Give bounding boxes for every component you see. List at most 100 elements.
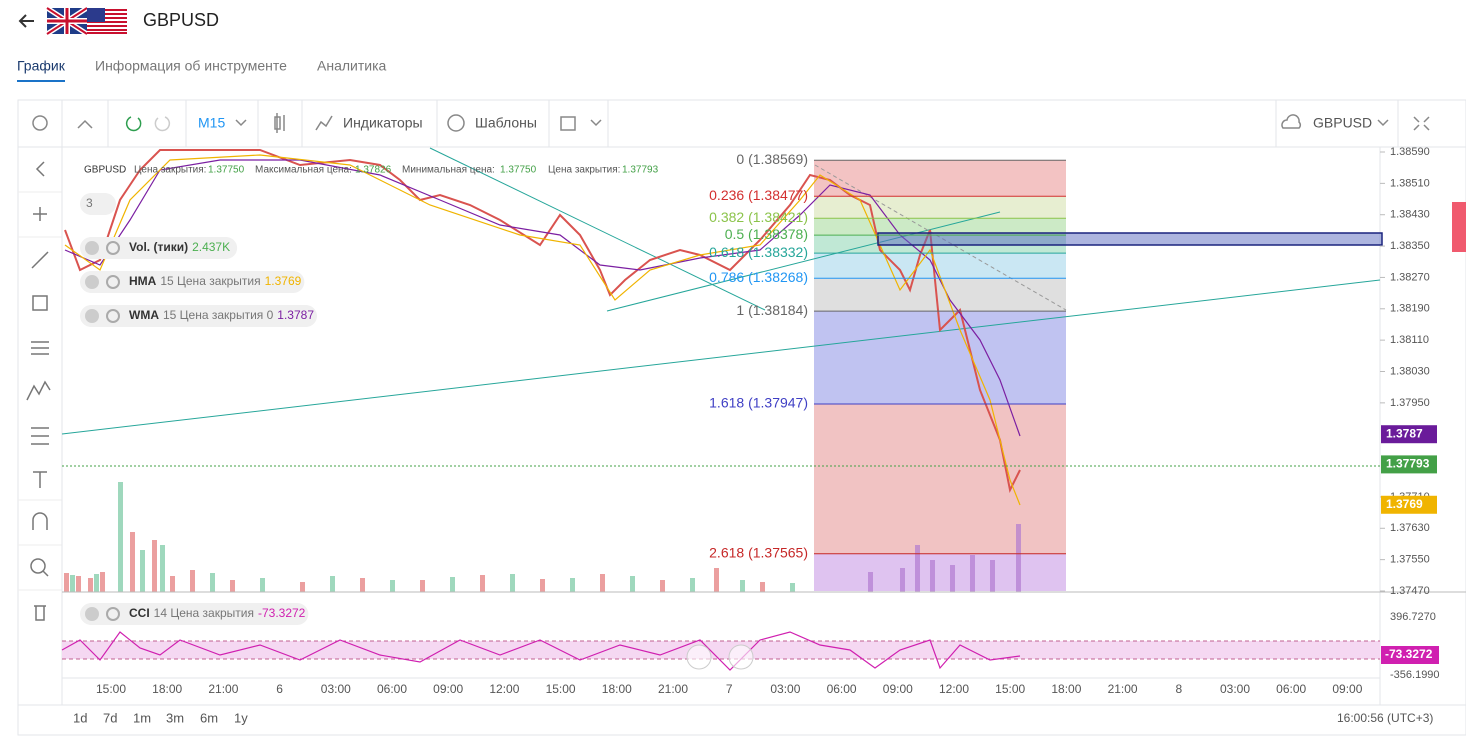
price-tick-label: 1.38590	[1390, 146, 1430, 158]
cci-band	[62, 641, 1380, 659]
chart-frame	[17, 99, 1466, 736]
badge-bg	[80, 193, 116, 215]
fib-label: 0 (1.38569)	[736, 151, 808, 167]
cci-axis-label: -356.1990	[1390, 669, 1440, 681]
fib-diagonal	[814, 164, 1067, 311]
hma-line	[64, 154, 1021, 506]
range-button[interactable]: 1y	[234, 710, 248, 725]
range-button[interactable]: 6m	[200, 710, 218, 725]
indicator-value: 1.3769	[265, 274, 302, 288]
price-marker	[1381, 455, 1437, 474]
price-marker	[1381, 495, 1437, 514]
range-button[interactable]: 1d	[73, 710, 87, 725]
fib-label: 1 (1.38184)	[736, 302, 808, 318]
legend-value: 1.37750	[500, 165, 537, 176]
pill-text: Vol. (тики) 2.437K	[129, 240, 230, 254]
fib-band	[814, 253, 1066, 279]
indicator-name: CCI	[129, 606, 150, 620]
cci-axis-label: 396.7270	[1390, 611, 1436, 623]
settings-icon[interactable]	[106, 275, 120, 289]
time-label: 03:00	[770, 682, 800, 696]
remove-icon[interactable]	[85, 309, 99, 323]
side-tools[interactable]	[26, 161, 51, 621]
clock: 16:00:56 (UTC+3)	[1337, 711, 1433, 725]
pill-text: CCI 14 Цена закрытия -73.3272	[129, 606, 306, 620]
legend-value: 1.37826	[355, 165, 392, 176]
time-label: 18:00	[1051, 682, 1081, 696]
back-arrow[interactable]	[18, 14, 34, 28]
side-handle[interactable]	[1452, 202, 1466, 252]
indicators-button[interactable]: Индикаторы	[343, 115, 423, 131]
header-title: GBPUSD	[143, 10, 219, 30]
timeframe[interactable]: M15	[198, 115, 225, 131]
indicator-value: 2.437K	[192, 240, 230, 254]
indicator-pill: Vol. (тики) 2.437K	[80, 237, 238, 259]
tab[interactable]: Аналитика	[317, 58, 387, 74]
fib-band	[814, 278, 1066, 312]
indicator-value: -73.3272	[258, 606, 306, 620]
legend-label: Максимальная цена:	[255, 165, 352, 176]
indicator-pill: HMA 15 Цена закрытия 1.3769	[80, 271, 305, 293]
time-label: 06:00	[1276, 682, 1306, 696]
indicator-pill: WMA 15 Цена закрытия 0 1.3787	[80, 305, 317, 327]
legend-symbol: GBPUSD	[84, 165, 126, 176]
trend-line	[429, 147, 766, 311]
time-label: 15:00	[995, 682, 1025, 696]
price-tick-label: 1.37470	[1390, 585, 1430, 597]
zoom-in[interactable]	[728, 644, 754, 670]
zone-rectangle	[877, 232, 1383, 246]
tab[interactable]: Информация об инструменте	[95, 58, 287, 74]
fib-band	[814, 160, 1066, 197]
time-label: 12:00	[939, 682, 969, 696]
toolbar-icons[interactable]	[32, 113, 1430, 133]
indicator-name: WMA	[129, 308, 159, 322]
symbol-select[interactable]: GBPUSD	[1313, 115, 1372, 131]
settings-icon[interactable]	[106, 309, 120, 323]
zoom-out[interactable]	[686, 644, 712, 670]
time-label: 06:00	[827, 682, 857, 696]
price-tick-label: 1.38430	[1390, 209, 1430, 221]
time-label: 06:00	[377, 682, 407, 696]
legend-label: Цена закрытия:	[134, 165, 206, 176]
fib-label: 0.618 (1.38332)	[709, 244, 808, 260]
remove-icon[interactable]	[85, 241, 99, 255]
cci-line	[61, 631, 1021, 671]
remove-icon[interactable]	[85, 275, 99, 289]
toolbar-dividers	[61, 100, 1399, 147]
cci-marker	[1381, 646, 1439, 664]
time-label: 09:00	[1332, 682, 1362, 696]
time-label: 09:00	[433, 682, 463, 696]
pill-bg	[80, 305, 317, 327]
price-marker-label: 1.37793	[1386, 457, 1430, 471]
price-marker-label: 1.3769	[1386, 497, 1423, 511]
time-label: 18:00	[602, 682, 632, 696]
remove-icon[interactable]	[85, 607, 99, 621]
time-label: 03:00	[321, 682, 351, 696]
legend-value: 1.37793	[622, 165, 659, 176]
time-label: 15:00	[546, 682, 576, 696]
time-label: 21:00	[658, 682, 688, 696]
time-label: 8	[1175, 682, 1182, 696]
active-tab-underline	[17, 80, 65, 82]
settings-icon[interactable]	[106, 607, 120, 621]
range-button[interactable]: 1m	[133, 710, 151, 725]
price-tick-label: 1.37550	[1390, 554, 1430, 566]
tab[interactable]: График	[17, 58, 66, 74]
range-button[interactable]: 7d	[103, 710, 117, 725]
settings-icon[interactable]	[106, 241, 120, 255]
fib-label: 2.618 (1.37565)	[709, 544, 808, 560]
side-dividers	[18, 191, 62, 591]
volume-bars-decor-up	[70, 482, 795, 592]
indicator-name: HMA	[129, 274, 157, 288]
time-label: 12:00	[489, 682, 519, 696]
templates-button[interactable]: Шаблоны	[475, 115, 537, 131]
pill-text: WMA 15 Цена закрытия 0 1.3787	[129, 308, 314, 322]
indicator-value: 1.3787	[277, 308, 314, 322]
time-label: 21:00	[208, 682, 238, 696]
price-tick-label: 1.38110	[1390, 334, 1429, 346]
fib-band	[814, 553, 1066, 591]
range-button[interactable]: 3m	[166, 710, 184, 725]
flag	[45, 5, 127, 37]
